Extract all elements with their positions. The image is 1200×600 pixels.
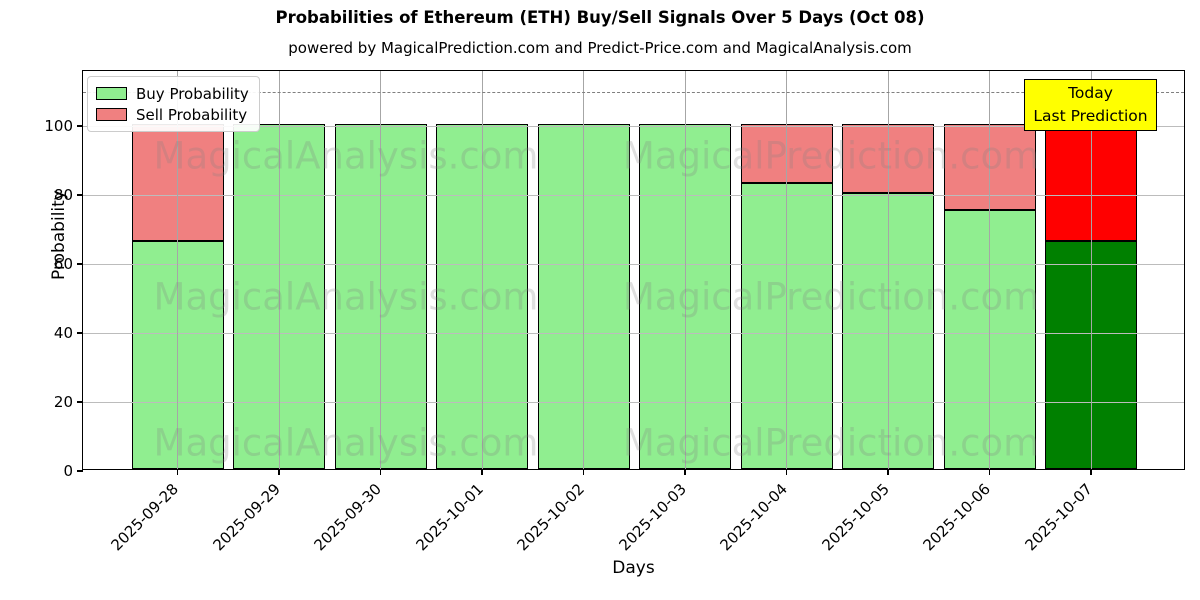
chart-subtitle: powered by MagicalPrediction.com and Pre… <box>288 39 912 57</box>
today-annotation: Today Last Prediction <box>1024 79 1157 131</box>
plot-area: Buy Probability Sell Probability Today L… <box>44 70 1185 554</box>
y-tick-mark <box>77 332 83 334</box>
v-gridline <box>278 71 280 469</box>
x-tick-mark <box>582 469 585 475</box>
x-tick-label: 2025-10-05 <box>818 480 893 555</box>
v-gridline <box>989 71 990 469</box>
annotation-line1: Today <box>1068 84 1113 102</box>
x-tick-label: 2025-10-02 <box>513 480 589 555</box>
annotation-line2: Last Prediction <box>1033 107 1148 125</box>
y-tick-mark <box>77 401 83 403</box>
h-gridline <box>83 126 1184 128</box>
y-tick-mark <box>77 470 83 472</box>
x-tick-label: 2025-09-30 <box>310 480 386 555</box>
h-gridline <box>83 402 1184 404</box>
chart-title: Probabilities of Ethereum (ETH) Buy/Sell… <box>275 8 925 27</box>
y-tick-label: 100 <box>44 117 73 136</box>
y-tick-label: 20 <box>53 393 73 412</box>
y-tick-mark <box>77 263 83 265</box>
dashed-threshold-line <box>83 91 1184 93</box>
v-gridline <box>481 71 483 469</box>
v-gridline <box>684 71 686 469</box>
v-gridline <box>583 71 584 469</box>
x-tick-mark <box>1090 469 1092 475</box>
x-tick-mark <box>278 469 280 475</box>
y-tick-mark <box>77 194 83 196</box>
v-gridline <box>887 71 889 469</box>
v-gridline <box>786 71 787 469</box>
v-gridline <box>380 71 381 469</box>
y-tick-label: 0 <box>63 462 73 480</box>
buy-swatch-icon <box>96 87 127 100</box>
x-tick-label: 2025-09-29 <box>209 480 284 555</box>
h-gridline <box>83 195 1184 197</box>
y-tick-mark <box>77 125 83 127</box>
legend-item-sell: Sell Probability <box>96 104 249 125</box>
x-tick-label: 2025-10-03 <box>615 480 690 555</box>
x-tick-mark <box>785 469 788 475</box>
x-tick-label: 2025-10-07 <box>1021 480 1096 555</box>
h-gridline <box>83 333 1184 335</box>
v-gridline <box>1090 71 1092 469</box>
x-axis-label: Days <box>612 558 655 578</box>
y-tick-label: 80 <box>53 186 73 205</box>
x-tick-mark <box>176 469 179 475</box>
x-tick-mark <box>988 469 991 475</box>
x-tick-mark <box>379 469 382 475</box>
x-tick-mark <box>684 469 686 475</box>
legend-sell-label: Sell Probability <box>136 105 248 124</box>
x-tick-mark <box>887 469 889 475</box>
legend-buy-label: Buy Probability <box>136 84 249 103</box>
x-tick-label: 2025-10-04 <box>716 480 792 555</box>
x-tick-mark <box>481 469 483 475</box>
legend: Buy Probability Sell Probability <box>87 76 260 132</box>
x-tick-label: 2025-10-06 <box>919 480 995 555</box>
y-tick-label: 60 <box>53 255 73 274</box>
x-tick-label: 2025-10-01 <box>412 480 487 555</box>
x-tick-label: 2025-09-28 <box>107 480 183 555</box>
h-gridline <box>83 264 1184 266</box>
sell-swatch-icon <box>96 108 127 121</box>
v-gridline <box>177 71 178 469</box>
y-tick-label: 40 <box>53 324 73 343</box>
legend-item-buy: Buy Probability <box>96 83 249 104</box>
